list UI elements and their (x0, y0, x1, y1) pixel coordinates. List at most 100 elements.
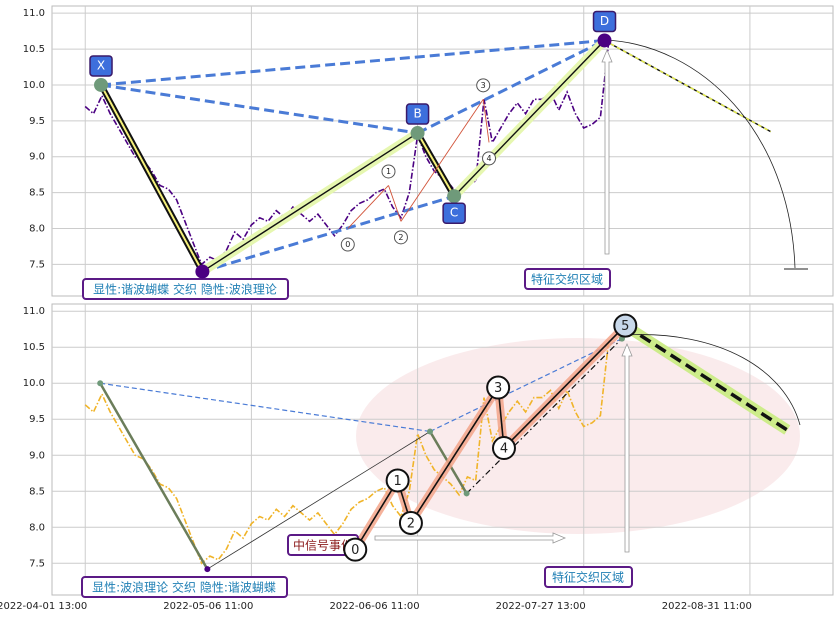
pattern-label-box (592, 10, 617, 33)
projection (624, 324, 789, 432)
overlay: X B C D 0 1 2 3 4 0 1 2 3 4 5 (89, 10, 638, 573)
pattern-label: X (97, 58, 105, 72)
pattern-label-box (405, 103, 430, 125)
pattern-point (204, 566, 211, 573)
wave-leg (347, 185, 389, 229)
pattern-point (94, 77, 109, 92)
wave-point (398, 510, 423, 535)
y-tick-label: 9.5 (29, 116, 45, 127)
pattern-dash (100, 83, 418, 135)
annotation-box (82, 278, 289, 300)
wave-label: 5 (621, 319, 629, 334)
y-tick-label: 11.0 (23, 8, 45, 19)
wave-leg (410, 387, 499, 524)
leg (202, 132, 418, 273)
x-tick-label: 2022-08-31 11:00 (662, 601, 752, 612)
wave-label-ring (393, 230, 408, 245)
y-tick-label: 7.5 (29, 558, 45, 569)
wave-leg (388, 185, 402, 222)
y-tick-label: 10.0 (23, 378, 45, 389)
y-tick-label: 8.5 (29, 486, 45, 497)
annotation: 特征交织区域 (552, 570, 624, 585)
pattern-point (463, 490, 470, 497)
pattern-label-box (442, 202, 466, 224)
pattern-dash (100, 38, 605, 87)
pattern-dash (201, 194, 455, 274)
wave-point (343, 537, 368, 562)
pattern-dash (416, 39, 606, 135)
wave-label-ring (381, 164, 396, 179)
price-line (84, 41, 610, 266)
leg-core (416, 132, 455, 197)
annotation-box (544, 566, 633, 588)
price-line (84, 339, 610, 565)
pattern-label: D (600, 14, 609, 28)
wave-point (385, 468, 410, 493)
signal-arrow (374, 532, 567, 544)
wave-label: 4 (486, 154, 491, 163)
pattern-point (97, 380, 104, 387)
y-tick-label: 9.0 (29, 450, 45, 461)
grid: 7.5 8.0 8.5 9.0 9.5 10.0 10.5 11.0 2022-04-01 13… (0, 6, 833, 612)
signal-arrow (601, 48, 613, 255)
wave-label: 0 (351, 543, 359, 558)
wave-label: 4 (500, 442, 508, 457)
wave-leg (400, 99, 484, 222)
leg (466, 338, 623, 494)
y-tick-label: 8.5 (29, 188, 45, 199)
pattern-dash (429, 338, 623, 433)
x-tick-label: 2022-05-06 11:00 (163, 601, 253, 612)
wave-label: 1 (386, 167, 391, 176)
leg (99, 382, 209, 570)
leg (453, 39, 606, 197)
y-tick-label: 8.0 (29, 522, 45, 533)
wave-label: 3 (481, 81, 486, 90)
wave-label: 3 (494, 381, 502, 396)
wave-label-ring (476, 78, 491, 93)
y-tick-label: 9.0 (29, 152, 45, 163)
pattern-point (410, 126, 425, 141)
x-tick-label: 2022-04-01 13:00 (0, 601, 87, 612)
wave-point (486, 375, 511, 400)
projection-arc (605, 39, 796, 269)
wave-label: 0 (345, 240, 350, 249)
y-tick-label: 10.0 (23, 80, 45, 91)
panel-frame (51, 5, 834, 297)
highlight-region (356, 338, 800, 534)
y-tick-label: 9.5 (29, 414, 45, 425)
annotation-box (81, 576, 288, 598)
x-tick-label: 2022-06-06 11:00 (329, 601, 419, 612)
projection (604, 39, 772, 133)
annotation-box (524, 268, 611, 290)
wave-label: 2 (407, 516, 415, 531)
annotation: 显性:谐波蝴蝶 交织 隐性:波浪理论 (93, 282, 277, 297)
wave-label: 1 (393, 474, 401, 489)
wave-leg (482, 99, 490, 143)
wave-label-ring (340, 237, 355, 252)
wave-point (613, 313, 638, 338)
wave-leg (503, 325, 626, 449)
leg (207, 431, 431, 570)
pattern-point (195, 264, 210, 279)
y-tick-label: 11.0 (23, 306, 45, 317)
y-tick-label: 7.5 (29, 259, 45, 270)
pattern-point (427, 428, 434, 435)
wave-leg (354, 480, 399, 551)
wave-label: 2 (398, 233, 403, 242)
leg-core (100, 84, 204, 273)
annotation: 显性:波浪理论 交织 隐性:谐波蝴蝶 (92, 580, 276, 595)
signal-arrow (621, 342, 633, 553)
y-tick-label: 10.5 (23, 44, 45, 55)
wave-label-ring (482, 151, 497, 166)
pattern-point (597, 33, 612, 48)
x-tick-label: 2022-07-27 13:00 (496, 601, 586, 612)
wave-point (491, 436, 516, 461)
pattern-point (447, 189, 462, 204)
pattern-label: C (450, 206, 458, 220)
annotation: 特征交织区域 (531, 272, 603, 287)
annotations: 显性:谐波蝴蝶 交织 隐性:波浪理论 特征交织区域 显性:波浪理论 交织 隐性:… (81, 268, 633, 598)
y-tick-label: 10.5 (23, 342, 45, 353)
y-tick-label: 8.0 (29, 224, 45, 235)
pattern-label: B (413, 107, 421, 121)
